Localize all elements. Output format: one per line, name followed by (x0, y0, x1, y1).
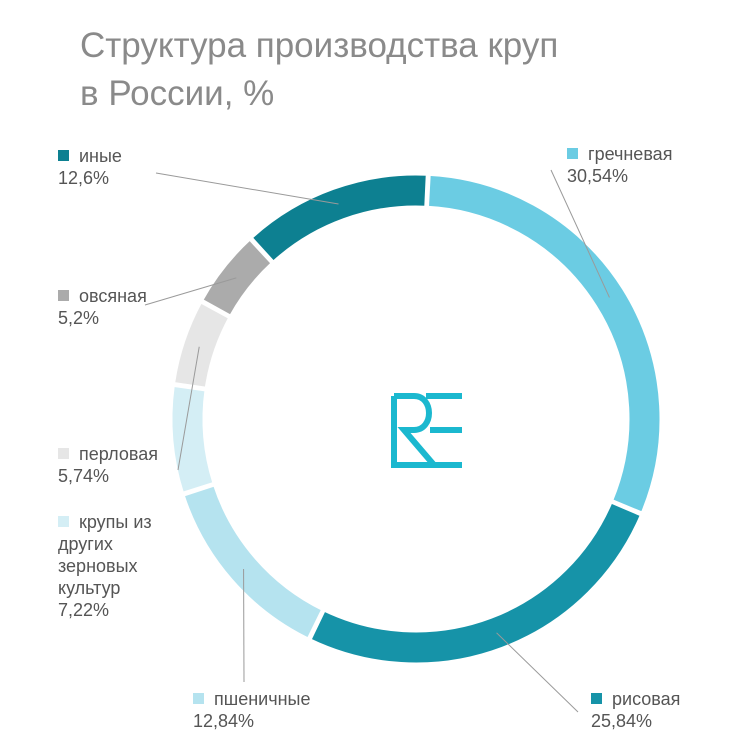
leader-line-1 (550, 169, 610, 298)
legend-label: гречневая (588, 144, 673, 164)
donut-slice-3 (181, 483, 325, 642)
legend-item-2: рисовая 25,84% (591, 688, 680, 732)
legend-item-3: пшеничные 12,84% (193, 688, 310, 732)
legend-label: иные (79, 146, 122, 166)
donut-slice-5 (171, 299, 232, 390)
legend-label: культур (58, 578, 121, 598)
legend-value: 30,54% (567, 166, 629, 186)
chart-title-line-1: Структура производства круп (80, 26, 559, 65)
legend-label: зерновых (58, 556, 138, 576)
legend-swatch (58, 516, 69, 527)
legend-swatch (591, 693, 602, 704)
legend-item-5: перловая 5,74% (58, 443, 158, 487)
donut-slice-6 (199, 236, 275, 319)
legend-label: других (58, 534, 113, 554)
legend-label: перловая (79, 444, 158, 464)
legend-value: 5,74% (58, 466, 110, 486)
legend-value: 7,22% (58, 600, 110, 620)
leader-lines (144, 169, 610, 713)
chart-title-line-2: в России, % (80, 74, 275, 113)
leader-line-5 (177, 346, 200, 471)
legend-swatch (58, 290, 69, 301)
re-logo-icon (391, 393, 462, 468)
donut-slice-4 (169, 383, 216, 496)
legend-item-4: крупы из других зерновых культур 7,22% (58, 511, 152, 621)
donut-slice-2 (307, 500, 644, 666)
logo-letter-e (426, 393, 462, 468)
leader-line-2 (496, 632, 579, 713)
chart-title: Структура производства круп в России, % (80, 22, 558, 118)
legend-swatch (193, 693, 204, 704)
legend-label: овсяная (79, 286, 147, 306)
donut-slices (169, 172, 663, 666)
legend-value: 12,6% (58, 168, 110, 188)
legend-value: 12,84% (193, 711, 255, 731)
leader-line-6 (144, 277, 237, 306)
legend-item-7: иные 12,6% (58, 145, 122, 189)
leader-line-7 (155, 172, 339, 205)
legend-label: пшеничные (214, 689, 311, 709)
legend-label: крупы из (79, 512, 152, 532)
legend-item-6: овсяная 5,2% (58, 285, 147, 329)
logo-letter-r (391, 396, 434, 468)
legend-label: рисовая (612, 689, 681, 709)
legend-swatch (567, 148, 578, 159)
legend-value: 25,84% (591, 711, 653, 731)
donut-slice-7 (249, 172, 429, 265)
legend-swatch (58, 448, 69, 459)
donut-slice-1 (425, 172, 663, 516)
legend-swatch (58, 150, 69, 161)
logo-letter-r-bowl (394, 393, 437, 467)
legend-value: 5,2% (58, 308, 100, 328)
legend-item-1: гречневая 30,54% (567, 143, 672, 187)
